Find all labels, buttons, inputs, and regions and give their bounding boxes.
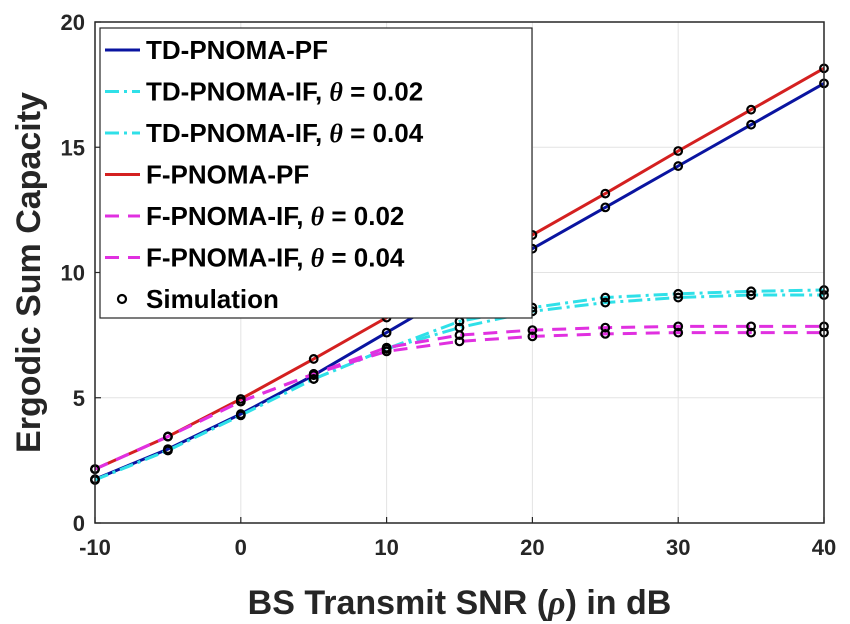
legend-text-part: θ	[329, 119, 343, 148]
legend-text-part: = 0.04	[343, 118, 424, 148]
simulation-marker	[527, 325, 538, 336]
x-axis-label-end: ) in dB	[566, 584, 672, 622]
legend-marker-simulation	[116, 293, 128, 305]
simulation-marker	[673, 161, 684, 171]
simulation-marker	[235, 396, 246, 407]
x-tick-label: 10	[374, 535, 398, 560]
simulation-marker	[600, 328, 611, 339]
legend-text-part: TD-PNOMA-IF,	[146, 77, 329, 107]
simulation-marker	[381, 327, 392, 338]
legend-text-part: θ	[311, 244, 325, 273]
x-axis-label-symbol: ρ	[547, 585, 566, 622]
x-tick-label: 20	[520, 535, 544, 560]
simulation-marker	[746, 104, 756, 115]
simulation-marker	[454, 336, 465, 347]
simulation-marker	[746, 290, 756, 300]
simulation-markers	[90, 63, 829, 485]
simulation-marker	[746, 321, 756, 332]
simulation-marker	[600, 322, 611, 333]
legend-entry-2: TD-PNOMA-IF, θ = 0.02	[146, 77, 423, 107]
simulation-marker	[600, 188, 611, 199]
simulation-marker	[454, 330, 465, 341]
simulation-marker	[746, 286, 756, 297]
legend-text-part: TD-PNOMA-PF	[146, 35, 328, 65]
y-tick-label: 0	[73, 511, 85, 536]
x-tick-label: 0	[235, 535, 247, 560]
simulation-marker	[308, 369, 319, 379]
axes-box	[94, 21, 825, 524]
legend-text-part: F-PNOMA-IF,	[146, 201, 311, 231]
simulation-marker	[673, 288, 684, 299]
simulation-marker	[673, 146, 684, 156]
y-tick-label: 10	[61, 261, 85, 286]
legend-entry-5: F-PNOMA-IF, θ = 0.02	[146, 201, 404, 231]
simulation-marker	[527, 331, 538, 342]
y-tick-label: 5	[73, 386, 85, 411]
simulation-marker	[746, 119, 756, 130]
x-tick-label: 30	[666, 535, 690, 560]
legend-text-part: θ	[329, 78, 343, 107]
legend-text-part: θ	[311, 202, 325, 231]
y-tick-label: 15	[61, 135, 85, 160]
legend-text-part: = 0.04	[324, 243, 405, 273]
series-line-3	[94, 293, 824, 482]
y-axis-label: Ergodic Sum Capacity	[10, 92, 48, 453]
simulation-marker	[600, 202, 611, 213]
simulation-marker	[381, 342, 392, 353]
simulation-marker	[162, 445, 173, 456]
simulation-marker	[673, 321, 684, 332]
legend-entry-3: TD-PNOMA-IF, θ = 0.04	[146, 118, 424, 148]
legend-text-part: F-PNOMA-PF	[146, 160, 309, 190]
series-line-6	[94, 331, 824, 471]
legend-box	[99, 27, 533, 319]
legend-entry-1: TD-PNOMA-PF	[146, 35, 328, 65]
simulation-marker	[308, 374, 319, 384]
legend-entry-simulation: Simulation	[146, 284, 279, 314]
simulation-marker	[162, 431, 173, 442]
legend-text-part: TD-PNOMA-IF,	[146, 118, 329, 148]
simulation-marker	[235, 410, 246, 421]
legend-text-part: F-PNOMA-IF,	[146, 243, 311, 273]
simulation-marker	[746, 327, 756, 338]
x-tick-label: -10	[79, 535, 111, 560]
x-axis-label: BS Transmit SNR (ρ) in dB	[248, 584, 672, 622]
y-tick-label: 20	[61, 10, 85, 35]
x-axis-label-start: BS Transmit SNR (	[248, 584, 549, 622]
simulation-marker	[381, 346, 392, 357]
simulation-marker	[308, 354, 319, 364]
legend-text-part: = 0.02	[324, 201, 404, 231]
simulation-marker	[600, 292, 611, 303]
legend-entry-4: F-PNOMA-PF	[146, 160, 309, 190]
series-line-5	[94, 324, 824, 471]
simulation-marker	[673, 292, 684, 303]
x-tick-label: 40	[812, 535, 836, 560]
legend-text-part: = 0.02	[343, 77, 423, 107]
simulation-marker	[600, 297, 611, 308]
simulation-marker	[673, 327, 684, 338]
legend-entry-6: F-PNOMA-IF, θ = 0.04	[146, 243, 405, 273]
series-line-2	[94, 288, 825, 482]
